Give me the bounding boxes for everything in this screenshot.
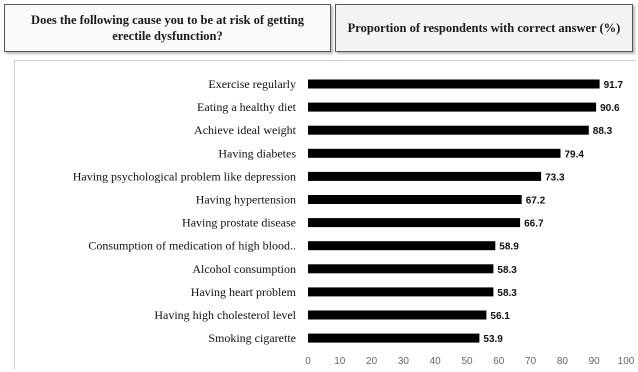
category-label: Eating a healthy diet bbox=[197, 100, 297, 114]
category-label: Achieve ideal weight bbox=[194, 123, 297, 137]
x-tick-label: 10 bbox=[334, 356, 346, 367]
bar-value-label: 58.3 bbox=[497, 265, 517, 276]
category-label: Having prostate disease bbox=[182, 216, 296, 230]
x-tick-label: 90 bbox=[589, 356, 601, 367]
bar-value-label: 58.3 bbox=[497, 288, 517, 299]
bar bbox=[308, 125, 589, 135]
x-tick-label: 0 bbox=[305, 356, 311, 367]
category-label: Alcohol consumption bbox=[192, 262, 296, 276]
bar-value-label: 67.2 bbox=[526, 196, 546, 207]
bar bbox=[308, 148, 561, 158]
category-label: Having hypertension bbox=[196, 193, 296, 207]
x-tick-label: 70 bbox=[525, 356, 537, 367]
bar-value-label: 56.1 bbox=[490, 311, 510, 322]
category-label: Having diabetes bbox=[218, 146, 296, 160]
x-tick-label: 80 bbox=[557, 356, 569, 367]
bar bbox=[308, 195, 522, 204]
bar-value-label: 66.7 bbox=[524, 219, 544, 230]
chart-panel bbox=[14, 60, 635, 369]
bar bbox=[308, 218, 521, 228]
bar bbox=[308, 287, 494, 297]
bar bbox=[308, 310, 487, 320]
bar bbox=[308, 171, 542, 181]
x-tick-label: 20 bbox=[366, 356, 378, 367]
x-tick-label: 60 bbox=[493, 356, 505, 367]
bar bbox=[308, 333, 480, 343]
bar-value-label: 79.4 bbox=[564, 149, 584, 160]
bar-value-label: 53.9 bbox=[483, 334, 503, 345]
x-tick-label: 40 bbox=[430, 356, 442, 367]
proportion-header: Proportion of respondents with correct a… bbox=[335, 4, 633, 52]
bar-value-label: 91.7 bbox=[604, 80, 624, 91]
category-label: Smoking cigarette bbox=[208, 331, 296, 345]
bar bbox=[308, 102, 597, 112]
question-header: Does the following cause you to be at ri… bbox=[4, 4, 331, 52]
category-label: Consumption of medication of high blood.… bbox=[88, 239, 296, 253]
category-label: Exercise regularly bbox=[208, 77, 296, 91]
x-tick-label: 50 bbox=[461, 356, 473, 367]
bar-value-label: 73.3 bbox=[545, 172, 565, 183]
x-tick-label: 100 bbox=[618, 356, 635, 367]
category-label: Having psychological problem like depres… bbox=[73, 169, 296, 183]
category-label: Having high cholesterol level bbox=[154, 308, 296, 322]
category-label: Having heart problem bbox=[191, 285, 297, 299]
bar bbox=[308, 241, 496, 251]
bar bbox=[308, 79, 600, 89]
bar-value-label: 58.9 bbox=[499, 242, 519, 253]
bar-value-label: 90.6 bbox=[600, 103, 620, 114]
x-tick-label: 30 bbox=[398, 356, 410, 367]
bar bbox=[308, 264, 494, 274]
bar-value-label: 88.3 bbox=[593, 126, 613, 137]
